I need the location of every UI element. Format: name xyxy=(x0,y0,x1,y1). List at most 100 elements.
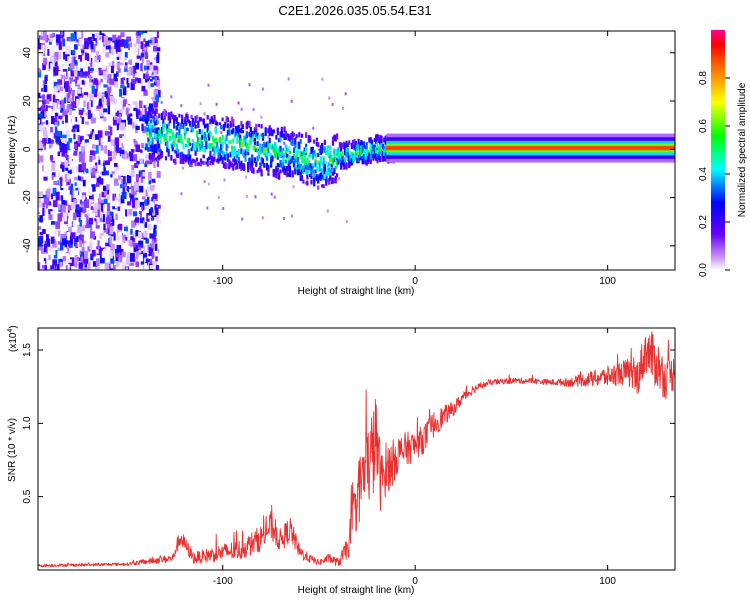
heatmap-band-cell xyxy=(209,160,212,166)
heatmap-noise-cell xyxy=(88,113,93,118)
heatmap-band-cell xyxy=(263,163,266,168)
heatmap-band-cell xyxy=(221,117,224,122)
heatmap-noise-cell xyxy=(132,71,137,78)
heatmap-noise-cell xyxy=(110,267,114,270)
heatmap-band-cell xyxy=(144,146,147,151)
heatmap-band-cell xyxy=(209,143,212,150)
heatmap-band-cell xyxy=(240,167,243,171)
heatmap-noise-cell xyxy=(90,176,94,181)
heatmap-noise-cell xyxy=(130,252,135,262)
heatmap-band-cell xyxy=(177,149,180,153)
heatmap-band-cell xyxy=(190,160,193,165)
heatmap-noise-cell xyxy=(128,164,132,168)
heatmap-band-cell xyxy=(336,149,339,154)
heatmap-noise-cell xyxy=(127,175,132,184)
heatmap-band-cell xyxy=(160,150,163,155)
colorbar-tick-label: 0.0 xyxy=(698,263,709,277)
heatmap-noise-cell xyxy=(52,125,55,133)
heatmap-band-cell xyxy=(195,146,199,152)
heatmap-band-cell xyxy=(187,157,190,165)
heatmap-band-cell xyxy=(348,140,351,145)
heatmap-noise-cell xyxy=(84,200,89,208)
heatmap-noise-cell xyxy=(117,45,121,52)
heatmap-branch-cell xyxy=(322,176,325,181)
heatmap-band-cell xyxy=(300,156,304,163)
heatmap-noise-cell xyxy=(130,186,136,194)
heatmap-band-cell xyxy=(220,155,223,160)
heatmap-noise-cell xyxy=(42,207,45,216)
heatmap-noise-cell xyxy=(88,100,92,109)
heatmap-noise-cell xyxy=(89,241,93,250)
heatmap-band-cell xyxy=(244,136,247,140)
heatmap-band-cell xyxy=(245,142,248,148)
heatmap-noise-cell xyxy=(108,250,113,259)
heatmap-speck-cell xyxy=(203,112,206,116)
heatmap-noise-cell xyxy=(98,67,101,71)
heatmap-noise-cell xyxy=(116,245,122,252)
heatmap-noise-cell xyxy=(86,199,89,203)
heatmap-band-cell xyxy=(330,177,333,185)
heatmap-band-cell xyxy=(286,166,289,173)
figure-title: C2E1.2026.035.05.54.E31 xyxy=(278,3,431,18)
heatmap-speck-cell xyxy=(252,107,255,111)
heatmap-noise-cell xyxy=(42,217,47,221)
heatmap-noise-cell xyxy=(59,86,63,95)
heatmap-noise-cell xyxy=(44,240,49,246)
heatmap-band-cell xyxy=(198,162,201,166)
heatmap-band-cell xyxy=(181,158,184,164)
heatmap-noise-cell xyxy=(95,153,99,162)
heatmap-band-cell xyxy=(236,126,239,134)
heatmap-band-cell xyxy=(171,144,174,152)
heatmap-noise-cell xyxy=(60,225,65,231)
heatmap-band-cell xyxy=(260,160,263,167)
heatmap-noise-cell xyxy=(135,144,141,152)
heatmap-noise-cell xyxy=(41,41,45,46)
heatmap-band-cell xyxy=(185,154,188,161)
heatmap-band-cell xyxy=(336,173,339,178)
heatmap-speck-cell xyxy=(180,192,183,196)
heatmap-noise-cell xyxy=(49,109,53,118)
heatmap-band-cell xyxy=(257,135,260,141)
heatmap-noise-cell xyxy=(58,203,61,211)
heatmap-noise-cell xyxy=(110,260,115,264)
heatmap-noise-cell xyxy=(55,34,61,43)
snr-ytick-label: 1.5 xyxy=(22,343,33,357)
heatmap-noise-cell xyxy=(151,132,154,140)
heatmap-noise-cell xyxy=(133,245,138,253)
heatmap-band-cell xyxy=(243,154,246,158)
heatmap-band-cell xyxy=(356,149,359,153)
heatmap-noise-cell xyxy=(157,204,161,209)
heatmap-band-cell xyxy=(361,147,364,154)
heatmap-speck-cell xyxy=(338,177,341,181)
heatmap-noise-cell xyxy=(38,98,43,106)
heatmap-band-cell xyxy=(371,145,374,152)
heatmap-band-cell xyxy=(327,152,331,158)
heatmap-noise-cell xyxy=(109,262,112,266)
heatmap-band-cell xyxy=(191,158,194,163)
heatmap-noise-cell xyxy=(139,213,142,220)
heatmap-noise-cell xyxy=(150,83,154,87)
heatmap-noise-cell xyxy=(41,99,46,105)
heatmap-noise-cell xyxy=(120,234,123,243)
heatmap-noise-cell xyxy=(58,104,61,111)
heatmap-band-cell xyxy=(337,156,340,163)
heatmap-noise-cell xyxy=(75,242,78,248)
heatmap-noise-cell xyxy=(41,262,45,269)
heatmap-band-cell xyxy=(167,128,170,133)
heatmap-noise-cell xyxy=(120,77,125,85)
heatmap-band-cell xyxy=(173,115,176,119)
heatmap-noise-cell xyxy=(76,236,79,243)
heatmap-noise-cell xyxy=(136,174,139,182)
heatmap-branch-cell xyxy=(307,166,310,171)
heatmap-noise-cell xyxy=(100,203,104,212)
heatmap-noise-cell xyxy=(149,159,153,165)
heatmap-noise-cell xyxy=(67,219,72,227)
heatmap-band-cell xyxy=(216,148,219,153)
heatmap-noise-cell xyxy=(82,179,86,187)
heatmap-band-cell xyxy=(303,165,306,172)
heatmap-noise-cell xyxy=(91,117,96,124)
heatmap-noise-cell xyxy=(116,188,120,198)
heatmap-band-cell xyxy=(348,163,351,169)
heatmap-band-cell xyxy=(179,152,182,157)
heatmap-band-cell xyxy=(287,173,290,177)
